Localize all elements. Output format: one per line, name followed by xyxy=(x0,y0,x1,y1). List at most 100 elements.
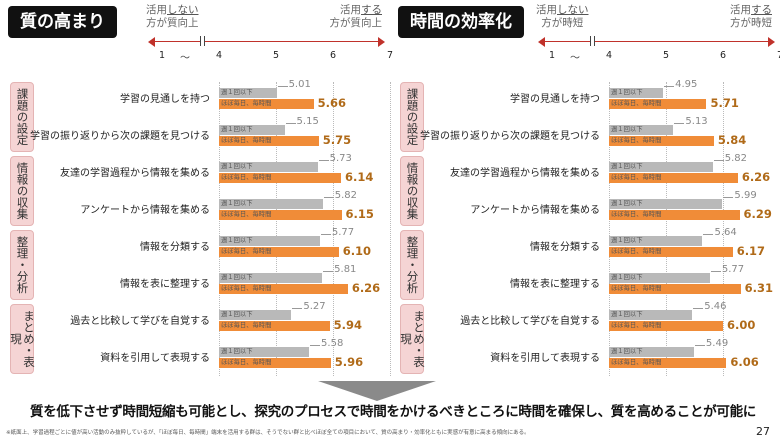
bar-series-label: 週１回以下 xyxy=(611,237,643,244)
bar-series-label: 週１回以下 xyxy=(221,274,253,281)
axis-line xyxy=(542,41,772,42)
value-almost-daily: 6.14 xyxy=(344,170,374,184)
value-weekly-or-less: 5.27 xyxy=(303,301,326,312)
category-label: 整理・分析 xyxy=(400,230,424,300)
value-leader-line xyxy=(674,123,685,124)
bar-almost-daily xyxy=(609,247,733,257)
bar-series-label: 週１回以下 xyxy=(611,274,643,281)
bar-weekly-or-less xyxy=(609,88,664,98)
footnote: ※紙面上、学習過程ごとに値が高い活動のみ抜粋しているが、「ほぼ毎日、毎時間」端末… xyxy=(6,430,530,436)
bar-series-label: 週１回以下 xyxy=(221,126,253,133)
value-almost-daily: 5.96 xyxy=(334,355,364,369)
bar-almost-daily xyxy=(219,210,342,220)
item-label: 学習の振り返りから次の課題を見つける xyxy=(420,131,600,142)
bar-series-label: ほぼ毎日、毎時間 xyxy=(611,359,662,366)
bar-series-label: ほぼ毎日、毎時間 xyxy=(611,100,662,107)
value-almost-daily: 5.75 xyxy=(322,133,352,147)
bar-series-label: 週１回以下 xyxy=(611,89,643,96)
axis-break-icon xyxy=(590,36,595,46)
bar-weekly-or-less xyxy=(219,199,323,209)
axis-tilde: 〜 xyxy=(180,53,190,64)
item-label: 過去と比較して学びを自覚する xyxy=(460,316,600,327)
bar-series-label: ほぼ毎日、毎時間 xyxy=(221,211,272,218)
bar-series-label: 週１回以下 xyxy=(221,237,253,244)
axis-tick-label: 1 xyxy=(548,50,556,61)
bar-weekly-or-less xyxy=(609,199,723,209)
value-leader-line xyxy=(694,345,705,346)
value-leader-line xyxy=(292,308,303,309)
down-arrow-icon xyxy=(318,381,436,401)
category-label: まとめ・表現 xyxy=(9,304,36,374)
hint-not-using: 活用しない 方が時短 xyxy=(536,4,589,29)
item-label: 情報を表に整理する xyxy=(120,279,210,290)
category-label: まとめ・表現 xyxy=(399,304,426,374)
category-label: 課題の設定 xyxy=(400,82,424,152)
value-weekly-or-less: 5.13 xyxy=(685,116,708,127)
category-label: 情報の収集 xyxy=(400,156,424,226)
value-leader-line xyxy=(277,86,288,87)
bar-series-label: 週１回以下 xyxy=(611,200,643,207)
item-label: 資料を引用して表現する xyxy=(490,353,600,364)
item-label: 友達の学習過程から情報を集める xyxy=(60,168,210,179)
quality-title: 質の高まり xyxy=(8,6,117,38)
value-almost-daily: 6.26 xyxy=(741,170,771,184)
value-leader-line xyxy=(320,234,331,235)
bar-almost-daily xyxy=(219,136,319,146)
bar-series-label: 週１回以下 xyxy=(221,348,253,355)
bar-series-label: 週１回以下 xyxy=(221,200,253,207)
item-label: アンケートから情報を集める xyxy=(80,205,210,216)
bar-series-label: ほぼ毎日、毎時間 xyxy=(221,100,272,107)
axis-arrow-right-icon xyxy=(768,37,775,47)
bar-almost-daily xyxy=(609,210,740,220)
value-almost-daily: 5.84 xyxy=(717,133,747,147)
axis-tilde: 〜 xyxy=(570,53,580,64)
bar-almost-daily xyxy=(609,99,707,109)
gridline xyxy=(609,82,610,376)
value-weekly-or-less: 4.95 xyxy=(675,79,698,90)
value-almost-daily: 6.17 xyxy=(736,244,766,258)
value-almost-daily: 6.31 xyxy=(744,281,774,295)
page-number: 27 xyxy=(756,425,770,438)
value-weekly-or-less: 5.73 xyxy=(329,153,352,164)
value-leader-line xyxy=(318,160,329,161)
bar-series-label: ほぼ毎日、毎時間 xyxy=(221,174,272,181)
item-label: 友達の学習過程から情報を集める xyxy=(450,168,600,179)
bar-almost-daily xyxy=(609,173,738,183)
bar-series-label: ほぼ毎日、毎時間 xyxy=(221,137,272,144)
axis-tick-label: 6 xyxy=(719,50,727,61)
category-label: 課題の設定 xyxy=(10,82,34,152)
item-label: 過去と比較して学びを自覚する xyxy=(70,316,210,327)
axis-tick-label: 4 xyxy=(605,50,613,61)
bar-series-label: ほぼ毎日、毎時間 xyxy=(221,322,272,329)
summary-text: 質を低下させず時間短縮も可能とし、探究のプロセスで時間をかけるべきところに時間を… xyxy=(30,404,756,420)
bar-series-label: ほぼ毎日、毎時間 xyxy=(611,285,662,292)
axis-tick-label: 7 xyxy=(386,50,394,61)
bar-series-label: 週１回以下 xyxy=(611,311,643,318)
axis-tick-label: 5 xyxy=(272,50,280,61)
bar-series-label: 週１回以下 xyxy=(221,163,253,170)
bar-weekly-or-less xyxy=(609,162,713,172)
item-label: 学習の振り返りから次の課題を見つける xyxy=(30,131,210,142)
axis-arrow-right-icon xyxy=(378,37,385,47)
axis-tick-label: 7 xyxy=(777,50,780,61)
quality-panel: 質の高まり 活用しない 方が質向上 活用する 方が質向上 1 4 5 6 7 〜 課題の設… xyxy=(4,0,393,380)
bar-weekly-or-less xyxy=(609,310,693,320)
bar-almost-daily xyxy=(609,284,741,294)
bar-weekly-or-less xyxy=(219,88,277,98)
value-weekly-or-less: 5.99 xyxy=(734,190,757,201)
item-label: 学習の見通しを持つ xyxy=(120,94,210,105)
bar-series-label: ほぼ毎日、毎時間 xyxy=(611,137,662,144)
value-leader-line xyxy=(285,123,296,124)
bar-weekly-or-less xyxy=(609,273,710,283)
value-almost-daily: 6.00 xyxy=(727,318,756,332)
value-leader-line xyxy=(664,86,675,87)
bar-series-label: ほぼ毎日、毎時間 xyxy=(221,285,272,292)
value-weekly-or-less: 5.77 xyxy=(331,227,355,238)
gridline xyxy=(276,82,277,376)
axis-tick-label: 4 xyxy=(215,50,223,61)
efficiency-title: 時間の効率化 xyxy=(398,6,524,38)
bar-weekly-or-less xyxy=(219,162,318,172)
value-weekly-or-less: 5.82 xyxy=(334,190,357,201)
gridline xyxy=(390,82,391,376)
bar-series-label: ほぼ毎日、毎時間 xyxy=(221,248,272,255)
